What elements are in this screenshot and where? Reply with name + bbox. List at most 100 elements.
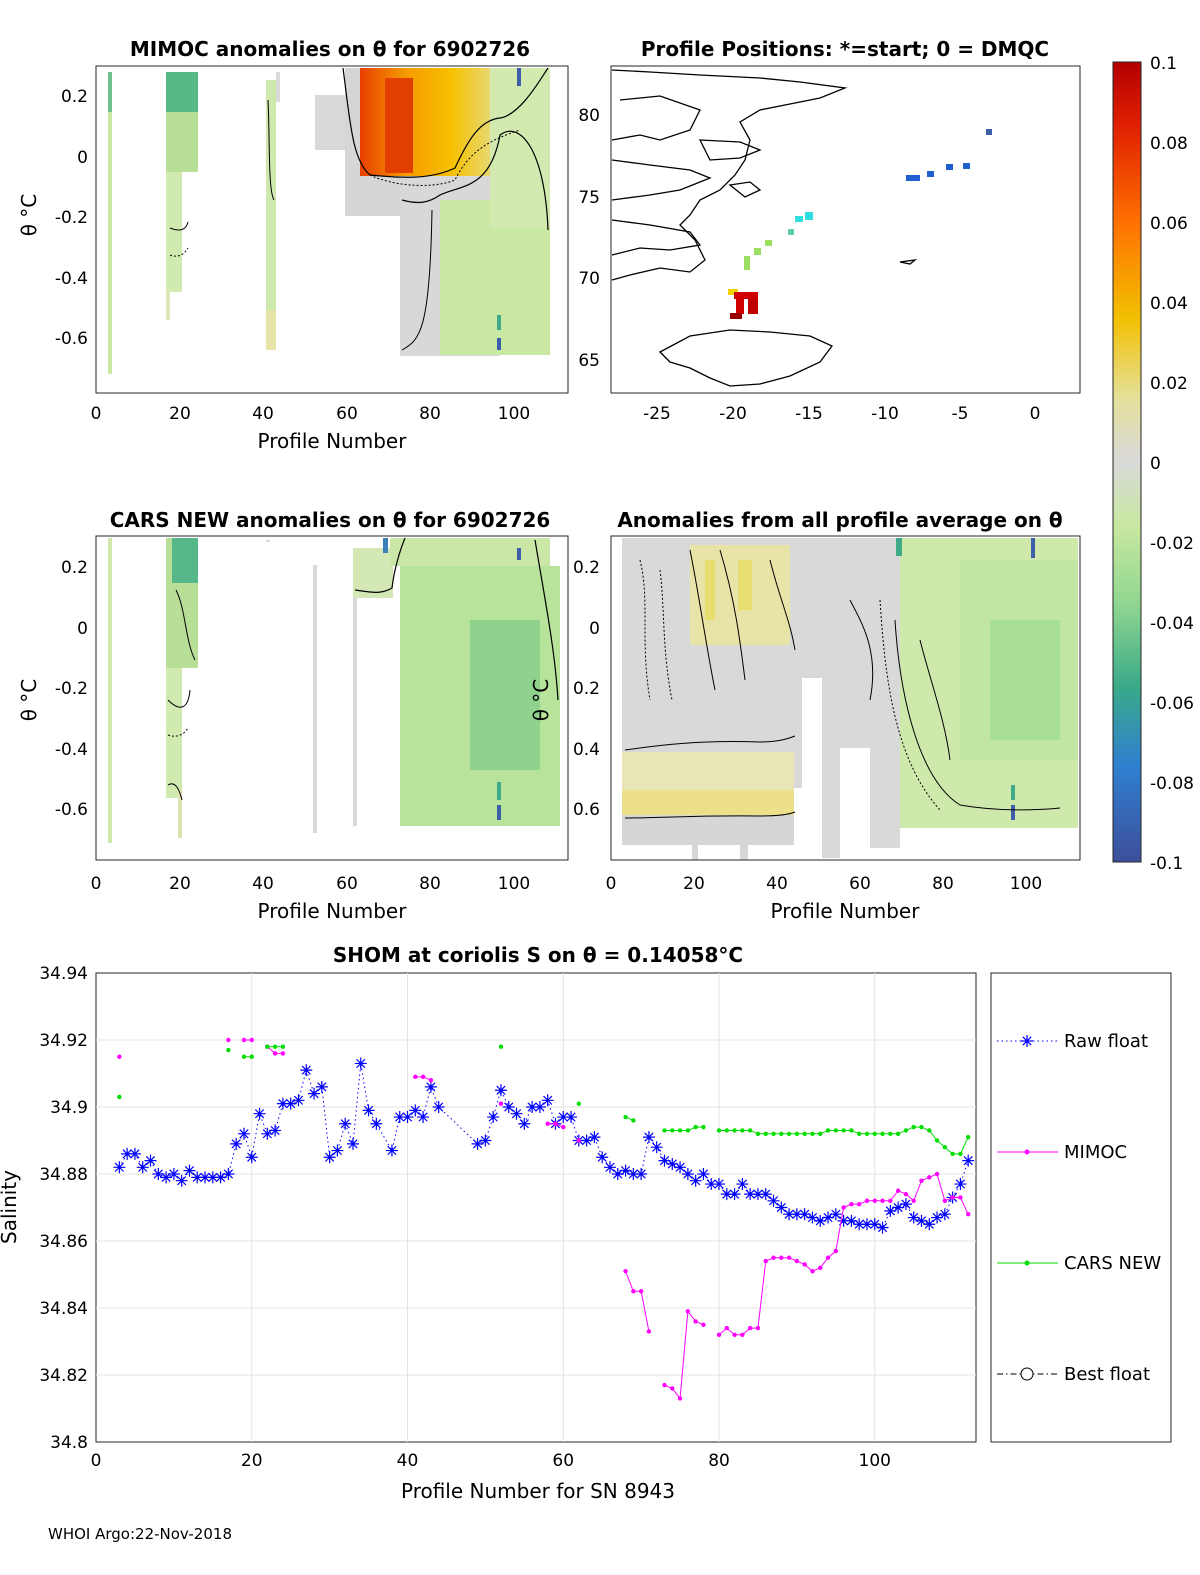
data-point <box>942 1198 948 1204</box>
data-point <box>950 1151 955 1157</box>
salinity-chart: SHOM at coriolis S on θ = 0.14058°C 0 20 4… <box>0 943 1172 1503</box>
data-point <box>557 1111 570 1124</box>
legend-marker <box>1021 1035 1033 1047</box>
data-point <box>241 1054 247 1059</box>
data-point <box>662 1128 667 1133</box>
data-point <box>681 1168 694 1180</box>
x-tick: 20 <box>169 404 191 424</box>
data-point <box>876 1221 889 1234</box>
series-line-raw-float <box>118 1063 969 1229</box>
data-point <box>763 1258 768 1264</box>
data-point <box>136 1161 149 1174</box>
data-point <box>841 1128 846 1133</box>
data-point <box>923 1218 936 1231</box>
colorbar-tick: -0.1 <box>1150 854 1183 874</box>
y-tick: -0.6 <box>55 800 88 820</box>
data-point <box>121 1147 134 1160</box>
data-point <box>638 1289 644 1294</box>
colorbar-tick: 0.06 <box>1150 214 1188 234</box>
y-tick: 0.4 <box>573 740 600 760</box>
data-point <box>117 1094 122 1100</box>
data-point <box>693 1124 698 1130</box>
y-tick: 34.84 <box>39 1299 88 1319</box>
data-point <box>775 1201 788 1214</box>
data-point <box>747 1325 753 1331</box>
data-point <box>237 1127 250 1140</box>
data-point <box>814 1214 827 1227</box>
data-point <box>868 1218 881 1231</box>
data-point <box>487 1111 500 1124</box>
mimoc-field <box>108 67 550 374</box>
data-point <box>911 1198 916 1204</box>
data-point <box>603 1161 616 1174</box>
avg-y-ticks: 0.2 0 0.2 0.4 0.6 <box>573 558 600 820</box>
x-tick: 0 <box>606 874 617 894</box>
data-point <box>167 1168 180 1180</box>
legend-items: Raw float MIMOC CARS NEW Best float <box>997 1031 1161 1385</box>
data-point <box>417 1111 430 1124</box>
data-point <box>284 1097 297 1110</box>
series-line-mimoc <box>625 1270 650 1332</box>
data-point <box>510 1107 523 1120</box>
data-point <box>942 1145 948 1150</box>
data-point <box>740 1128 745 1133</box>
colorbar-ticks: 0.1 0.08 0.06 0.04 0.02 0 -0.02 -0.04 -0… <box>1150 54 1194 874</box>
x-tick: 80 <box>708 1451 730 1471</box>
data-point <box>685 1128 691 1133</box>
cars-y-label: θ °C <box>17 679 41 722</box>
x-tick: 0 <box>91 1451 102 1471</box>
data-point <box>576 1138 582 1143</box>
salinity-y-label: Salinity <box>0 1170 21 1244</box>
data-point <box>841 1205 846 1210</box>
panel-cars-title: CARS NEW anomalies on θ for 6902726 <box>110 508 551 532</box>
series-mimoc <box>117 1037 971 1401</box>
data-point <box>771 1131 776 1137</box>
data-point <box>697 1168 710 1180</box>
data-point <box>895 1131 901 1137</box>
data-point <box>954 1178 967 1191</box>
salinity-x-label: Profile Number for SN 8943 <box>401 1479 675 1503</box>
data-point <box>899 1198 912 1211</box>
data-point <box>853 1218 866 1231</box>
panel-avg-title: Anomalies from all profile average on θ <box>617 508 1062 532</box>
data-point <box>911 1124 916 1130</box>
data-point <box>884 1204 897 1217</box>
colorbar: 0.1 0.08 0.06 0.04 0.02 0 -0.02 -0.04 -0… <box>1112 54 1194 874</box>
y-tick: 0.2 <box>573 558 600 578</box>
y-tick: 0.2 <box>61 87 88 107</box>
data-point <box>927 1175 932 1180</box>
y-tick: 34.88 <box>39 1165 88 1185</box>
y-tick: 65 <box>578 351 600 371</box>
data-point <box>880 1198 885 1204</box>
data-point <box>833 1128 839 1133</box>
data-point <box>144 1154 157 1167</box>
data-point <box>401 1111 414 1124</box>
y-tick: 75 <box>578 188 600 208</box>
colorbar-tick: -0.06 <box>1150 694 1194 714</box>
y-tick: 34.92 <box>39 1031 88 1051</box>
legend-label: MIMOC <box>1064 1142 1127 1163</box>
data-point <box>931 1211 944 1224</box>
y-tick: 0.6 <box>573 800 600 820</box>
legend-item-raw-float: Raw float <box>997 1031 1148 1052</box>
data-point <box>794 1131 800 1137</box>
data-point <box>354 1057 367 1070</box>
data-point <box>806 1211 819 1224</box>
data-point <box>966 1212 971 1217</box>
data-point <box>576 1101 582 1106</box>
data-point <box>701 1124 706 1130</box>
y-tick: 34.86 <box>39 1232 88 1252</box>
data-point <box>958 1195 963 1200</box>
profile-position-markers <box>728 129 992 319</box>
data-point <box>561 1124 566 1130</box>
data-point <box>619 1164 632 1177</box>
data-point <box>518 1117 531 1130</box>
data-point <box>670 1386 675 1391</box>
colorbar-tick: 0.1 <box>1150 54 1177 74</box>
positions-x-ticks: -25 -20 -15 -10 -5 0 <box>643 404 1040 424</box>
x-tick: 0 <box>91 874 102 894</box>
data-point <box>833 1248 839 1254</box>
y-tick: 34.82 <box>39 1366 88 1386</box>
data-point <box>837 1214 850 1227</box>
plot-area <box>95 972 977 1443</box>
